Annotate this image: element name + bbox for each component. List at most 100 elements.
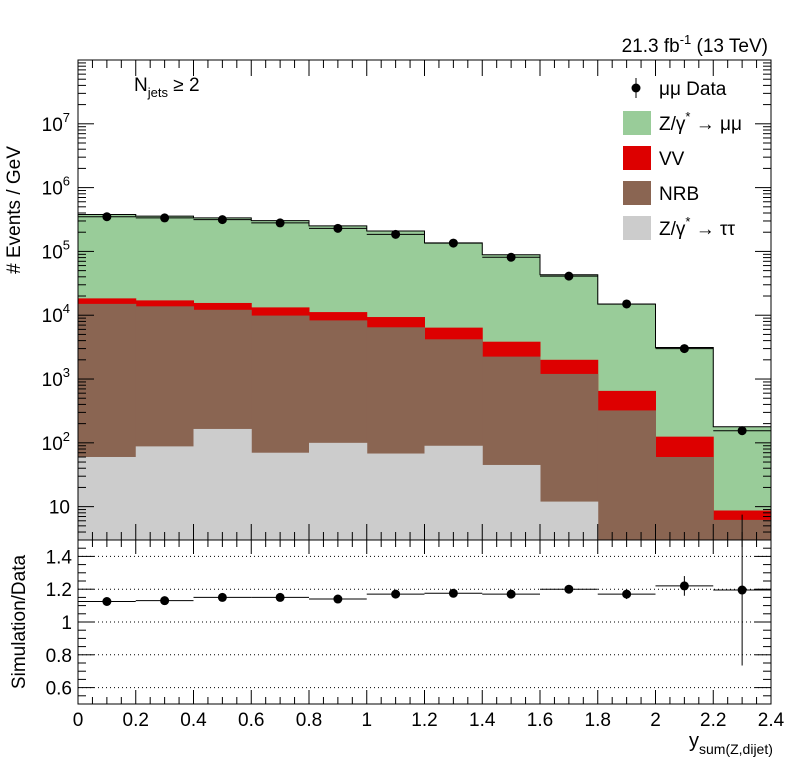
ytick-label-2: 103 — [42, 365, 70, 391]
xtick-label-text-1: 0.2 — [123, 710, 149, 731]
ytick-label-exp-3: 4 — [63, 301, 70, 316]
data-point-11 — [737, 426, 747, 436]
legend-label-sup-4: * — [685, 214, 690, 229]
ytick-label-1: 102 — [42, 429, 70, 455]
xtick-label-text-11: 2.2 — [700, 710, 726, 731]
data-point-8 — [564, 271, 574, 281]
lumi-label: 21.3 fb-1 (13 TeV) — [622, 32, 768, 57]
ratio-frame — [77, 539, 772, 705]
ytick-label-base-4: 10 — [42, 242, 63, 263]
xtick-label-text-8: 1.6 — [527, 710, 553, 731]
ratio-ytick-label-3: 1.2 — [46, 580, 72, 601]
ratio-point-5 — [391, 589, 401, 599]
legend-label-2: VV — [659, 149, 685, 170]
legend-label-main-0: μμ Data — [659, 79, 727, 100]
ytick-label-exp-4: 5 — [63, 237, 70, 252]
ytick-label-exp-5: 6 — [63, 174, 70, 189]
data-point-1 — [160, 213, 170, 223]
bar-z0-2 — [193, 428, 252, 540]
xtick-label-0: 0 — [73, 710, 84, 731]
lumi-main: 21.3 fb — [622, 36, 680, 57]
data-point-0 — [102, 212, 112, 222]
ratio-ytick-label-0: 0.6 — [46, 679, 72, 700]
legend-swatch-2 — [623, 146, 651, 170]
ratio-ytick-label-text-3: 1.2 — [46, 580, 72, 601]
legend-swatch-4 — [623, 216, 651, 240]
xtick-label-text-10: 2 — [650, 710, 661, 731]
ratio-point-8 — [564, 584, 574, 594]
ytick-label-base-3: 10 — [42, 306, 63, 327]
data-point-3 — [275, 218, 285, 228]
ytick-label-4: 105 — [42, 237, 70, 263]
ytick-label-6: 107 — [42, 110, 70, 136]
legend-label-main-2: VV — [659, 149, 685, 170]
data-point-10 — [679, 344, 689, 354]
xtick-label-8: 1.6 — [527, 710, 553, 731]
xtick-label-text-12: 2.4 — [758, 710, 785, 731]
bar-z0-6 — [424, 445, 483, 540]
ratio-ytick-label-text-4: 1.4 — [46, 547, 73, 568]
xtick-label-2: 0.4 — [180, 710, 207, 731]
xtick-label-10: 2 — [650, 710, 661, 731]
legend-label-rest-4: → ττ — [690, 219, 735, 240]
data-point-6 — [448, 238, 458, 248]
main-ylabel-text: # Events / GeV — [4, 146, 25, 274]
bar-z0-5 — [366, 453, 425, 540]
ratio-point-7 — [506, 589, 516, 599]
ratio-ytick-label-2: 1 — [61, 613, 72, 634]
njets-main: N — [134, 75, 148, 96]
xtick-label-12: 2.4 — [758, 710, 785, 731]
ytick-label-3: 104 — [42, 301, 70, 327]
bar-z0-1 — [135, 446, 194, 540]
xtick-label-1: 0.2 — [123, 710, 149, 731]
xtick-label-text-0: 0 — [73, 710, 84, 731]
ytick-label-base-5: 10 — [42, 179, 63, 200]
xtick-label-4: 0.8 — [296, 710, 322, 731]
ytick-label-exp-2: 3 — [63, 365, 70, 380]
ratio-ytick-label-4: 1.4 — [46, 547, 73, 568]
ratio-point-3 — [275, 592, 285, 602]
data-point-5 — [391, 229, 401, 239]
xtick-label-11: 2.2 — [700, 710, 726, 731]
legend-label-1: Z/γ* → μμ — [659, 109, 742, 135]
xtick-label-text-6: 1.2 — [411, 710, 437, 731]
xtick-label-text-5: 1 — [361, 710, 372, 731]
xlabel: ysum(Z,dijet) — [689, 730, 773, 757]
ratio-ylabel: Simulation/Data — [9, 555, 30, 690]
ytick-label-5: 106 — [42, 174, 70, 200]
ratio-point-6 — [448, 588, 458, 598]
xlabel-main: y — [689, 730, 699, 752]
ratio-plot: 0.6 0.8 1 1.2 1.4 0 0.2 0.4 0.6 0.8 1 1.2 1.4 1.6 1.8 2… — [9, 514, 785, 757]
xtick-label-5: 1 — [361, 710, 372, 731]
ratio-points — [78, 514, 771, 666]
ratio-point-4 — [333, 594, 343, 604]
xtick-label-text-4: 0.8 — [296, 710, 322, 731]
ratio-ytick-label-1: 0.8 — [46, 646, 72, 667]
ytick-label-0: 10 — [49, 498, 70, 519]
ratio-ytick-label-text-0: 0.6 — [46, 679, 72, 700]
bar-z0-3 — [251, 452, 310, 540]
legend-label-4: Z/γ* → ττ — [659, 214, 736, 240]
lumi-sup: -1 — [680, 32, 692, 47]
xlabel-sub: sum(Z,dijet) — [699, 741, 773, 757]
ratio-gridlines — [78, 555, 771, 689]
legend-label-sup-1: * — [685, 109, 690, 124]
ytick-label-base-1: 10 — [42, 434, 63, 455]
xtick-label-text-3: 0.6 — [238, 710, 264, 731]
legend-marker-0 — [631, 83, 641, 93]
ratio-point-9 — [622, 589, 632, 599]
legend-label-main-3: NRB — [659, 184, 699, 205]
xtick-label-text-2: 0.4 — [180, 710, 207, 731]
ytick-label-text-0: 10 — [49, 498, 70, 519]
stacked-histogram — [78, 214, 771, 540]
bar-nrb1-9 — [597, 410, 656, 540]
ratio-point-11 — [737, 585, 747, 595]
data-point-7 — [506, 252, 516, 262]
ratio-ytick-label-text-1: 0.8 — [46, 646, 72, 667]
xtick-label-6: 1.2 — [411, 710, 437, 731]
legend-label-0: μμ Data — [659, 79, 727, 100]
ratio-x-ticks — [77, 540, 772, 704]
main-x-ticks — [77, 60, 772, 540]
